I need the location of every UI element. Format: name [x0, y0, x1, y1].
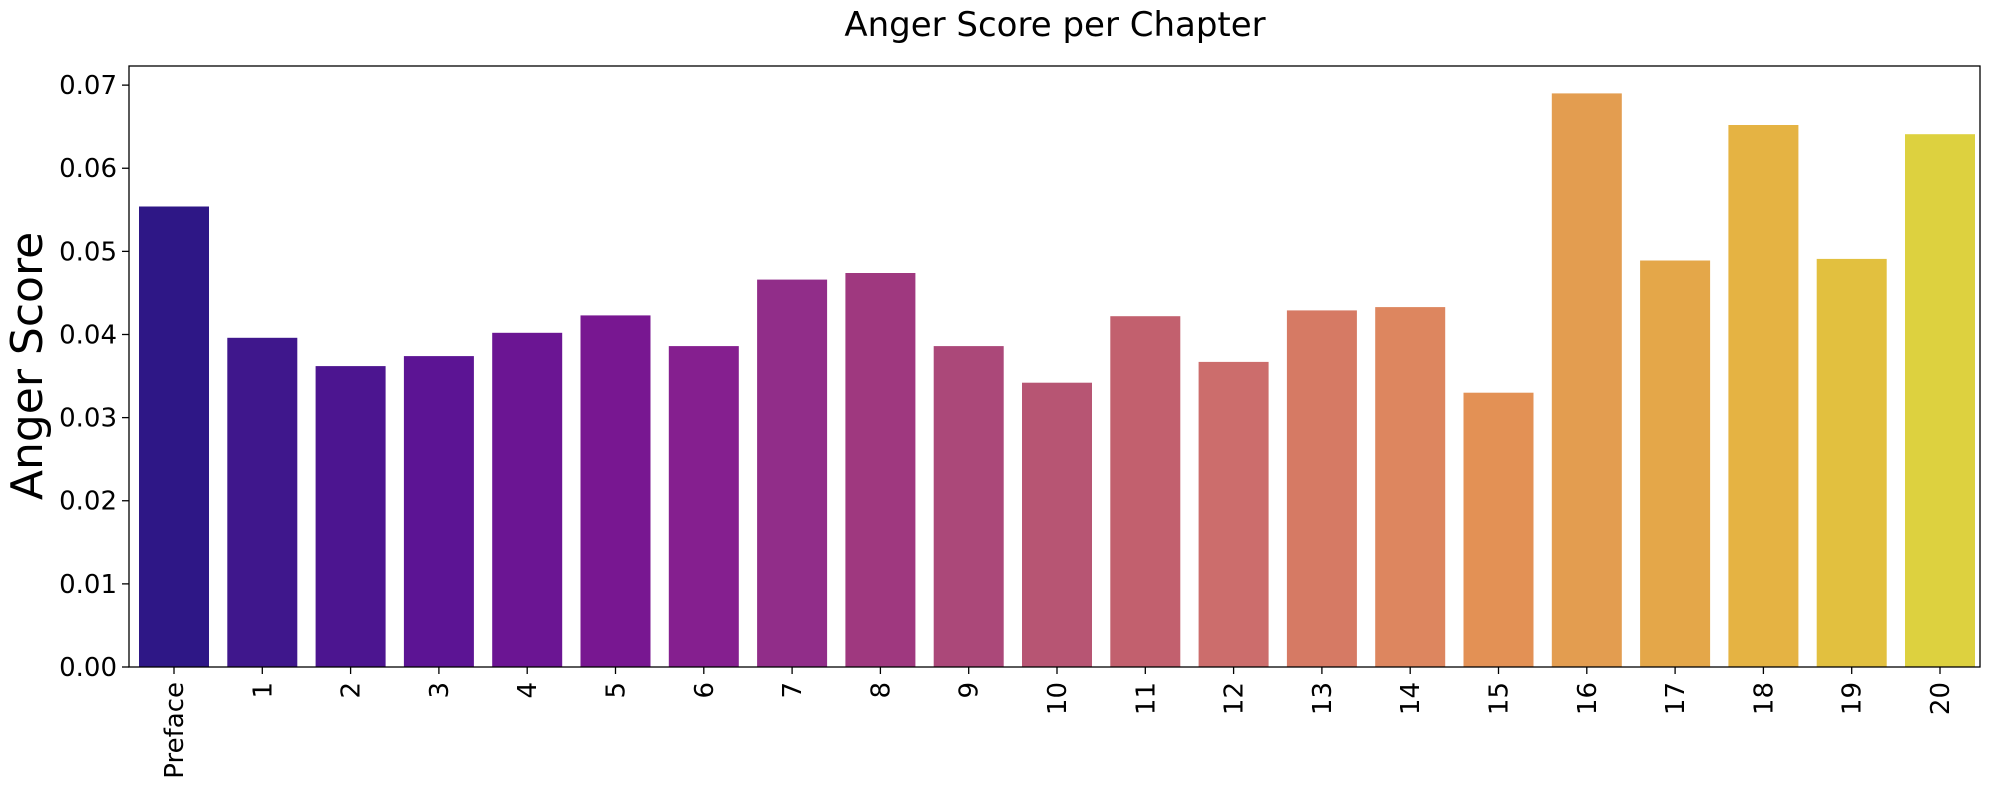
bar-12 [1198, 361, 1269, 667]
x-tick-label: 10 [1043, 682, 1073, 715]
x-axis-ticks: Preface 1 2 3 4 5 6 7 8 9 10 11 12 13 14 15 16 17 18 19 20 [160, 667, 1956, 779]
x-tick-label: 4 [513, 682, 543, 699]
bar-9 [933, 346, 1004, 667]
x-tick-label: 6 [690, 682, 720, 699]
y-axis-ticks: 0.00 0.01 0.02 0.03 0.04 0.05 0.06 0.07 [59, 71, 129, 683]
bar-15 [1463, 392, 1534, 667]
y-tick-label: 0.03 [59, 404, 117, 434]
bar-1 [227, 337, 298, 667]
bar-13 [1286, 310, 1357, 667]
x-tick-label: 20 [1926, 682, 1956, 715]
bar-5 [580, 315, 651, 667]
x-tick-label: 17 [1661, 682, 1691, 715]
bar-3 [403, 356, 474, 667]
bar-14 [1375, 307, 1446, 667]
x-tick-label: 18 [1749, 682, 1779, 715]
bar-20 [1905, 134, 1975, 667]
x-tick-label: 3 [425, 682, 455, 699]
bar-7 [757, 279, 828, 667]
y-tick-label: 0.05 [59, 237, 117, 267]
bar-2 [315, 366, 386, 667]
y-tick-label: 0.00 [59, 653, 117, 683]
y-tick-label: 0.02 [59, 487, 117, 517]
bar-17 [1640, 260, 1711, 667]
bar-16 [1551, 93, 1622, 667]
x-tick-label: 8 [866, 682, 896, 699]
y-axis-label: Anger Score [2, 232, 53, 500]
x-tick-label: 5 [602, 682, 632, 699]
y-tick-label: 0.07 [59, 71, 117, 101]
bar-19 [1816, 258, 1887, 667]
x-tick-label: 1 [248, 682, 278, 699]
x-tick-label: 13 [1308, 682, 1338, 715]
x-tick-label: 16 [1573, 682, 1603, 715]
bar-10 [1022, 382, 1092, 667]
x-tick-label: 12 [1220, 682, 1250, 715]
x-tick-label: 7 [778, 682, 808, 699]
bar-8 [845, 273, 916, 667]
x-tick-label: 19 [1838, 682, 1868, 715]
y-tick-label: 0.04 [59, 320, 117, 350]
x-tick-label: 9 [955, 682, 985, 699]
plot-frame [128, 65, 1981, 668]
x-tick-label: 14 [1396, 682, 1426, 715]
bar-18 [1728, 125, 1799, 667]
y-tick-label: 0.06 [59, 154, 117, 184]
bars-group [139, 93, 1975, 667]
bar-6 [668, 346, 739, 667]
bar-11 [1110, 316, 1181, 667]
chart-title: Anger Score per Chapter [844, 5, 1265, 45]
bar-preface [139, 206, 209, 667]
x-tick-label: Preface [160, 682, 190, 779]
x-tick-label: 2 [337, 682, 367, 699]
x-tick-label: 15 [1485, 682, 1515, 715]
x-tick-label: 11 [1131, 682, 1161, 715]
y-tick-label: 0.01 [59, 570, 117, 600]
bar-4 [492, 332, 563, 667]
